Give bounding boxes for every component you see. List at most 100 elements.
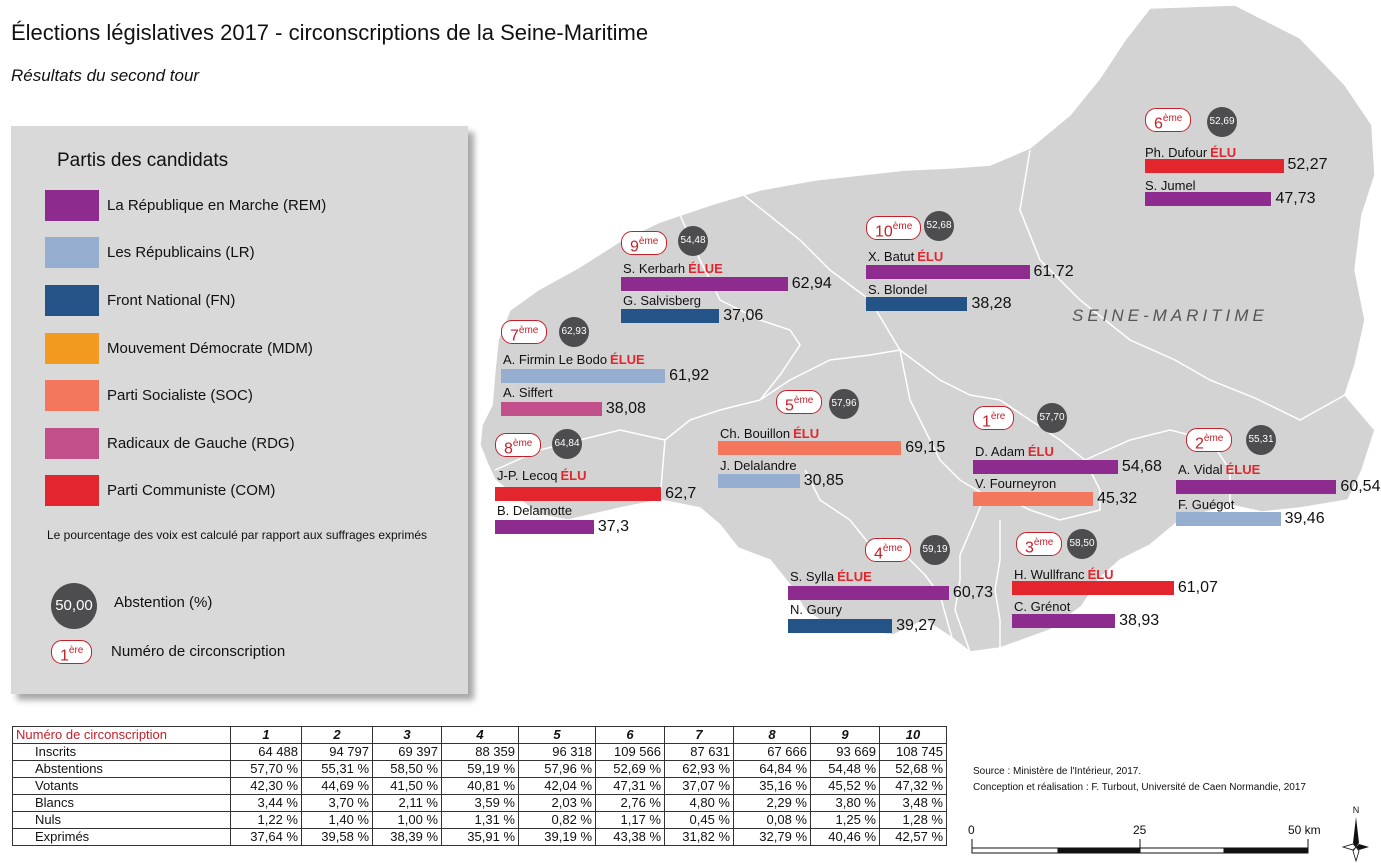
elected-mark: ÉLU (917, 249, 944, 264)
table-cell: 1,17 % (595, 811, 665, 829)
candidate-1-name: Ph. Dufour ÉLU (1145, 145, 1237, 160)
table-col-header: 1 (230, 726, 302, 744)
table-cell: 31,82 % (664, 828, 734, 846)
candidate-2-name: G. Salvisberg (623, 293, 702, 308)
candidate-2-name: V. Fourneyron (975, 476, 1057, 491)
table-cell: 96 318 (518, 743, 596, 761)
table-col-header: 6 (595, 726, 665, 744)
table-cell: 108 745 (879, 743, 947, 761)
table-cell: 44,69 % (301, 777, 373, 795)
table-cell: 47,32 % (879, 777, 947, 795)
table-cell: 32,79 % (733, 828, 811, 846)
table-cell: 1,40 % (301, 811, 373, 829)
abstention-circle: 58,50 (1067, 529, 1097, 559)
table-cell: 0,08 % (733, 811, 811, 829)
department-label: SEINE-MARITIME (1072, 306, 1268, 325)
table-row-label: Inscrits (12, 743, 231, 761)
table-cell: 57,96 % (518, 760, 596, 778)
legend-swatch (45, 190, 99, 221)
table-cell: 39,19 % (518, 828, 596, 846)
circ-number-badge: 4ème (865, 538, 912, 562)
scale-label: 0 (968, 823, 975, 837)
legend-abstention-circle: 50,00 (51, 583, 97, 629)
table-cell: 3,44 % (230, 794, 302, 812)
candidate-1-percent: 69,15 (905, 439, 946, 456)
candidate-2-name: F. Guégot (1178, 497, 1235, 512)
candidate-1-name: A. Vidal ÉLUE (1178, 462, 1261, 477)
table-cell: 59,19 % (441, 760, 519, 778)
candidate-1-percent: 61,07 (1177, 579, 1218, 596)
compass-north-label: N (1353, 805, 1360, 815)
table-cell: 69 397 (372, 743, 442, 761)
legend-label: Radicaux de Gauche (RDG) (107, 435, 295, 452)
elected-mark: ÉLU (1087, 567, 1114, 582)
table-row-label: Exprimés (12, 828, 231, 846)
candidate-2-percent: 38,93 (1119, 612, 1160, 629)
candidate-2-name: C. Grénot (1014, 599, 1071, 614)
map-subtitle: Résultats du second tour (11, 66, 200, 85)
legend-swatch (45, 237, 99, 268)
candidate-1-name: Ch. Bouillon ÉLU (720, 426, 820, 441)
table-cell: 64,84 % (733, 760, 811, 778)
candidate-1-name: X. Batut ÉLU (868, 249, 944, 264)
table-cell: 88 359 (441, 743, 519, 761)
candidate-2-name: J. Delalandre (720, 458, 797, 473)
abstention-circle: 52,69 (1207, 107, 1237, 137)
table-body: Inscrits 64 488 94 797 69 397 88 359 96 318 10… (12, 743, 947, 846)
table-cell: 41,50 % (372, 777, 442, 795)
elected-mark: ÉLU (1210, 145, 1237, 160)
elected-mark: ÉLUE (837, 569, 872, 584)
legend-swatch (45, 475, 99, 506)
circ-number-badge: 7ème (501, 320, 548, 344)
candidate-2-bar (718, 474, 800, 488)
candidate-2-percent: 47,73 (1275, 190, 1316, 207)
candidate-1-name: S. Sylla ÉLUE (790, 569, 872, 584)
map-title: Élections législatives 2017 - circonscri… (11, 20, 649, 45)
abstention-circle: 57,70 (1037, 403, 1067, 433)
candidate-1-name: D. Adam ÉLU (975, 444, 1054, 459)
elected-mark: ÉLUE (1225, 462, 1261, 477)
source-note: Source : Ministère de l'Intérieur, 2017. (973, 766, 1142, 777)
candidate-1-percent: 52,27 (1287, 156, 1328, 173)
legend-label: Les Républicains (LR) (107, 244, 255, 261)
legend-label: Parti Communiste (COM) (107, 482, 276, 499)
elected-mark: ÉLUE (688, 261, 723, 276)
results-table: Numéro de circonscription 1 2 3 4 5 6 7 … (12, 726, 947, 846)
table-cell: 0,45 % (664, 811, 734, 829)
table-cell: 2,29 % (733, 794, 811, 812)
candidate-2-percent: 45,32 (1097, 490, 1138, 507)
candidate-2-percent: 39,46 (1284, 510, 1325, 527)
table-cell: 67 666 (733, 743, 811, 761)
candidate-2-percent: 38,28 (971, 295, 1012, 312)
table-cell: 3,70 % (301, 794, 373, 812)
legend-title: Partis des candidats (57, 150, 229, 171)
candidate-1-bar (866, 265, 1030, 279)
table-cell: 87 631 (664, 743, 734, 761)
circ-number-badge: 6ème (1145, 108, 1192, 132)
candidate-1-bar (1012, 581, 1174, 595)
elected-mark: ÉLU (560, 468, 587, 483)
candidate-2-bar (788, 619, 893, 633)
table-cell: 2,11 % (372, 794, 442, 812)
table-cell: 1,31 % (441, 811, 519, 829)
scale-bar-graphic (971, 839, 1309, 854)
candidate-2-percent: 37,3 (597, 518, 629, 535)
legend-number-label: Numéro de circonscription (111, 643, 286, 660)
table-cell: 47,31 % (595, 777, 665, 795)
candidate-2-bar (621, 309, 720, 323)
candidate-1-bar (501, 369, 666, 383)
table-header-label: Numéro de circonscription (12, 726, 231, 744)
table-cell: 54,48 % (810, 760, 880, 778)
legend-swatch (45, 380, 99, 411)
table-col-header: 3 (372, 726, 442, 744)
candidate-2-bar (501, 402, 602, 416)
table-row-label: Nuls (12, 811, 231, 829)
candidate-2-bar (495, 520, 594, 534)
legend-number-badge: 1ère (51, 640, 93, 664)
legend-label: La République en Marche (REM) (107, 197, 327, 214)
candidate-1-name: J-P. Lecoq ÉLU (497, 468, 587, 483)
table-col-header: 10 (879, 726, 947, 744)
table-cell: 35,16 % (733, 777, 811, 795)
scale-label: 25 (1133, 823, 1147, 837)
candidate-1-bar (621, 277, 788, 291)
